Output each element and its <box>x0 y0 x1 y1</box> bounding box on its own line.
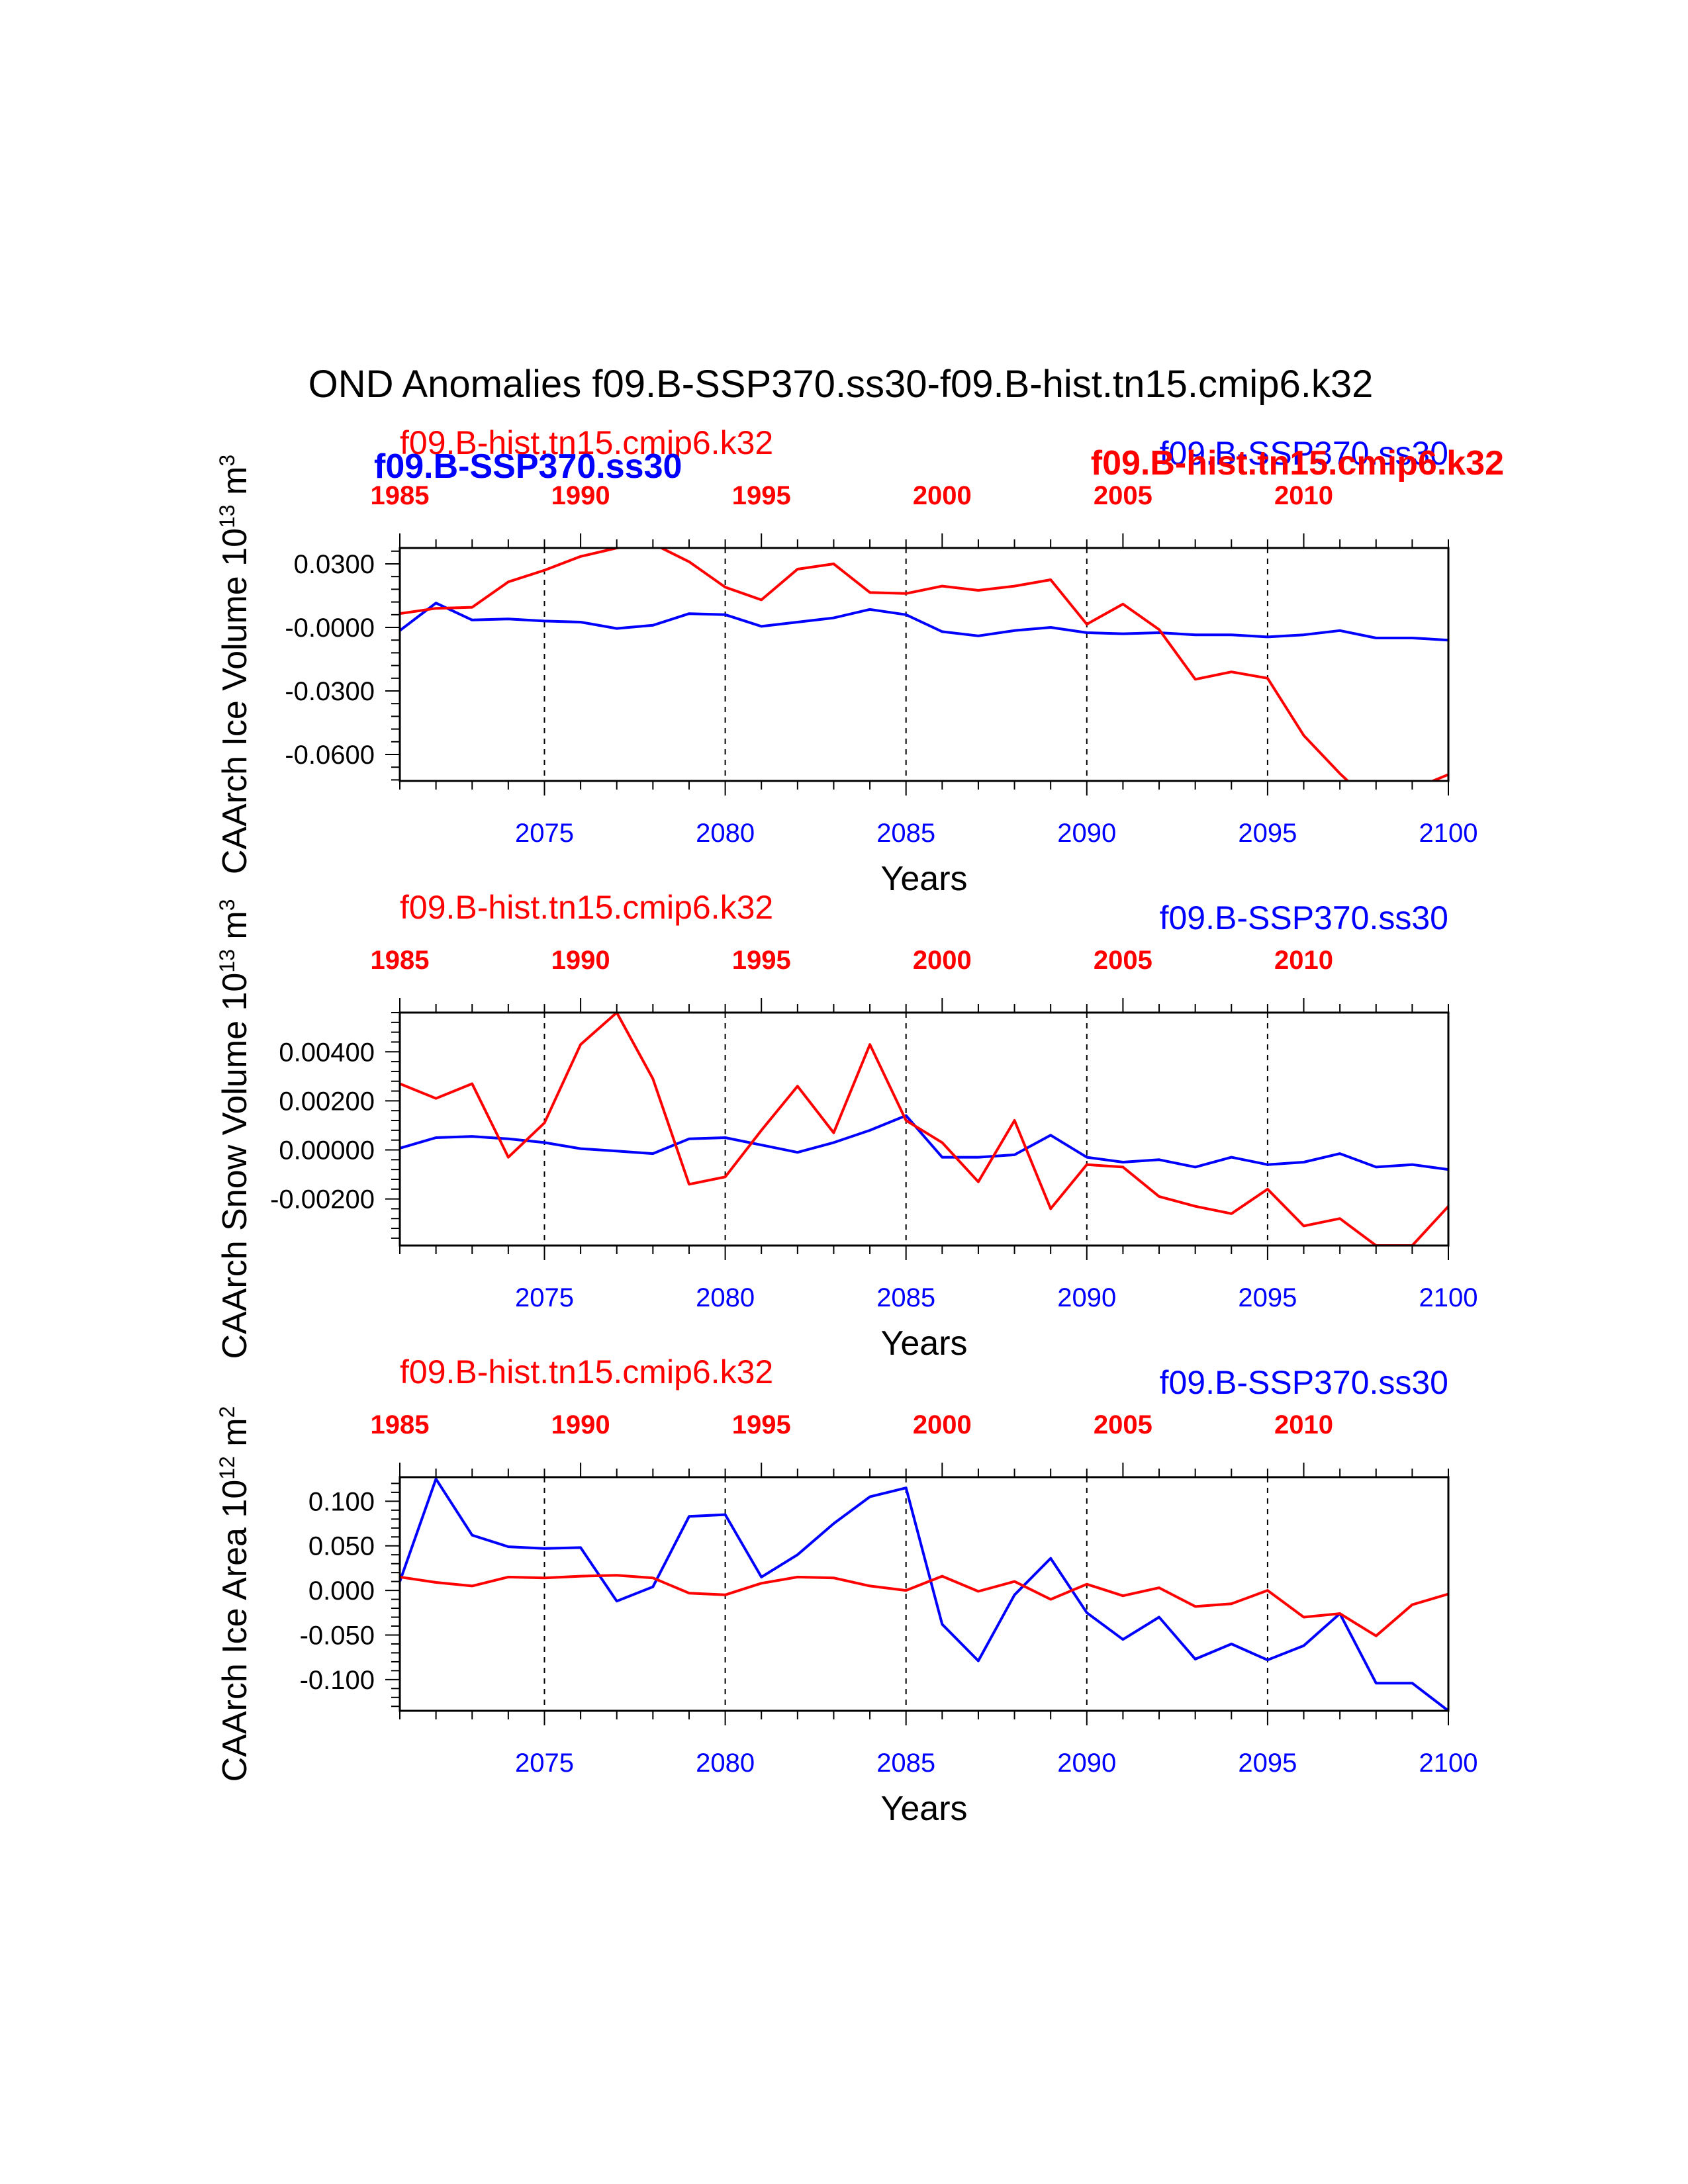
x-tick-label: 2075 <box>515 819 574 848</box>
x-tick-label: 2080 <box>696 1749 755 1778</box>
y-axis-label-superscript: 13 <box>215 504 239 528</box>
chart-panel-2: 2075 2080 2085 2090 2095 2100 1985 1990 1995 2000… <box>215 889 1477 1363</box>
y-tick-label: 0.0300 <box>294 550 375 579</box>
y-tick-label: 0.050 <box>308 1532 375 1561</box>
y-tick-label: -0.0000 <box>285 614 375 643</box>
x-tick-label: 2095 <box>1238 819 1297 848</box>
plot-frame <box>399 1011 1450 1247</box>
series-line-hist <box>400 1574 1448 1637</box>
y-tick-label: 0.000 <box>308 1576 375 1606</box>
chart-panels: 2075 2080 2085 2090 2095 2100 1985 1990 1995 2000… <box>215 424 1477 1828</box>
series-label-hist: f09.B-hist.tn15.cmip6.k32 <box>400 1353 773 1390</box>
series-line-hist <box>400 548 1448 781</box>
top-x-tick-label: 1995 <box>732 946 791 975</box>
x-tick-label: 2075 <box>515 1749 574 1778</box>
x-tick-label: 2080 <box>696 819 755 848</box>
y-axis-label-part: m <box>216 1418 254 1456</box>
x-tick-label: 2080 <box>696 1283 755 1312</box>
top-x-tick-label: 2010 <box>1274 1410 1333 1439</box>
x-tick-label: 2100 <box>1419 1283 1478 1312</box>
y-axis-label-part: m <box>216 467 254 505</box>
series-line-ssp370 <box>400 602 1448 642</box>
y-tick-label: -0.0600 <box>285 741 375 770</box>
overlay-label-hist: f09.B-hist.tn15.cmip6.k32 <box>1091 444 1504 482</box>
top-x-tick-label: 2000 <box>913 946 972 975</box>
figure-title: OND Anomalies f09.B-SSP370.ss30-f09.B-hi… <box>308 363 1374 406</box>
y-tick-label: -0.050 <box>300 1621 375 1650</box>
series-label-hist: f09.B-hist.tn15.cmip6.k32 <box>400 889 773 926</box>
y-tick-label: 0.100 <box>308 1487 375 1516</box>
y-axis-label-superscript: 12 <box>215 1456 239 1480</box>
y-tick-label: -0.100 <box>300 1666 375 1695</box>
x-axis-label: Years <box>880 1790 967 1828</box>
y-tick-label: 0.00000 <box>279 1136 375 1165</box>
y-axis-label-part: CAArch Ice Area 10 <box>216 1480 254 1782</box>
overlay-label-ssp370: f09.B-SSP370.ss30 <box>374 447 682 486</box>
x-tick-label: 2075 <box>515 1283 574 1312</box>
top-x-tick-label: 2005 <box>1094 1410 1152 1439</box>
x-tick-label: 2090 <box>1057 1283 1116 1312</box>
series-label-ssp370: f09.B-SSP370.ss30 <box>1160 435 1448 472</box>
top-x-tick-label: 1995 <box>732 1410 791 1439</box>
top-x-tick-label: 2000 <box>913 1410 972 1439</box>
plot-frame <box>399 547 1450 782</box>
chart-panel-1: 2075 2080 2085 2090 2095 2100 1985 1990 1995 2000… <box>215 424 1477 898</box>
y-tick-label: -0.0300 <box>285 677 375 706</box>
top-x-tick-label: 1990 <box>551 1410 610 1439</box>
y-axis-label-superscript: 3 <box>215 455 239 467</box>
top-x-tick-label: 2010 <box>1274 481 1333 510</box>
top-x-tick-label: 1990 <box>551 946 610 975</box>
y-axis-label-superscript: 3 <box>215 899 239 911</box>
y-axis-label: CAArch Ice Area 1012 m2 <box>215 1406 254 1782</box>
top-x-tick-label: 1985 <box>371 946 430 975</box>
y-tick-label: 0.00400 <box>279 1038 375 1067</box>
y-tick-label: -0.00200 <box>270 1185 375 1214</box>
top-x-tick-label: 1990 <box>551 481 610 510</box>
x-tick-label: 2090 <box>1057 819 1116 848</box>
x-tick-label: 2090 <box>1057 1749 1116 1778</box>
series-label-hist: f09.B-hist.tn15.cmip6.k32 <box>400 424 773 461</box>
y-axis-label-part: m <box>216 911 254 949</box>
top-x-tick-label: 1985 <box>371 481 430 510</box>
y-axis-label-superscript: 2 <box>215 1406 239 1418</box>
top-x-tick-label: 2005 <box>1094 481 1152 510</box>
x-tick-label: 2095 <box>1238 1749 1297 1778</box>
series-line-ssp370 <box>400 1477 1448 1711</box>
x-tick-label: 2085 <box>876 1749 935 1778</box>
x-tick-label: 2085 <box>876 1283 935 1312</box>
chart-panel-3: 2075 2080 2085 2090 2095 2100 1985 1990 1995 2000… <box>215 1353 1477 1828</box>
series-line-ssp370 <box>400 1114 1448 1171</box>
y-axis-label: CAArch Ice Volume 1013 m3 <box>215 455 254 874</box>
series-line-hist <box>400 1013 1448 1246</box>
top-x-tick-label: 2010 <box>1274 946 1333 975</box>
series-label-ssp370: f09.B-SSP370.ss30 <box>1160 899 1448 936</box>
y-axis-label-part: CAArch Snow Volume 10 <box>216 973 254 1359</box>
x-tick-label: 2100 <box>1419 1749 1478 1778</box>
x-tick-label: 2100 <box>1419 819 1478 848</box>
top-x-tick-label: 2005 <box>1094 946 1152 975</box>
top-x-tick-label: 2000 <box>913 481 972 510</box>
x-tick-label: 2095 <box>1238 1283 1297 1312</box>
top-x-tick-label: 1995 <box>732 481 791 510</box>
series-label-ssp370: f09.B-SSP370.ss30 <box>1160 1364 1448 1401</box>
y-axis-label-superscript: 13 <box>215 949 239 973</box>
y-axis-label: CAArch Snow Volume 1013 m3 <box>215 899 254 1359</box>
x-axis-label: Years <box>880 1324 967 1363</box>
plot-frame <box>399 1476 1450 1712</box>
y-axis-label-part: CAArch Ice Volume 10 <box>216 528 254 874</box>
x-tick-label: 2085 <box>876 819 935 848</box>
x-axis-label: Years <box>880 860 967 898</box>
y-tick-label: 0.00200 <box>279 1087 375 1116</box>
top-x-tick-label: 1985 <box>371 1410 430 1439</box>
